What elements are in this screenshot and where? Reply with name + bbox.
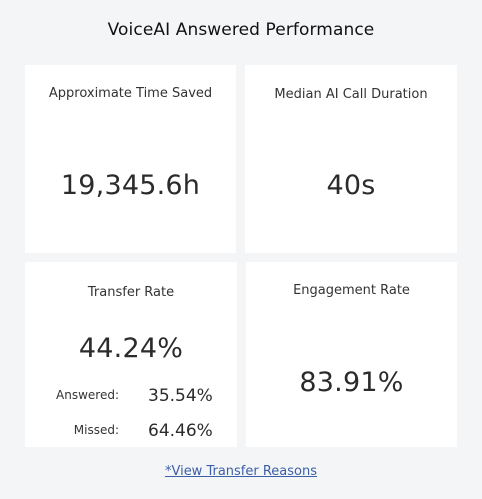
engagement-rate-value: 83.91% xyxy=(299,367,404,398)
transfer-rate-label: Transfer Rate xyxy=(87,285,175,300)
time-saved-card: Approximate Time Saved 19,345.6h xyxy=(25,65,236,253)
median-duration-card: Median AI Call Duration 40s xyxy=(245,65,457,253)
answered-label: Answered: xyxy=(56,388,119,402)
time-saved-label: Approximate Time Saved xyxy=(48,86,213,101)
missed-value: 64.46% xyxy=(148,421,213,441)
missed-label: Missed: xyxy=(73,423,119,437)
median-duration-value: 40s xyxy=(326,170,376,201)
median-duration-label: Median AI Call Duration xyxy=(274,87,428,102)
transfer-rate-card: Transfer Rate 44.24% Answered: 35.54% Mi… xyxy=(25,262,237,447)
view-transfer-reasons-link[interactable]: *View Transfer Reasons xyxy=(164,464,318,479)
transfer-rate-value: 44.24% xyxy=(78,333,184,364)
missed-row: Missed: 64.46% xyxy=(25,421,237,441)
engagement-rate-label: Engagement Rate xyxy=(293,283,410,298)
engagement-rate-card: Engagement Rate 83.91% xyxy=(246,262,457,447)
answered-value: 35.54% xyxy=(148,386,213,406)
dashboard-title: VoiceAI Answered Performance xyxy=(107,20,375,40)
answered-row: Answered: 35.54% xyxy=(25,386,237,406)
time-saved-value: 19,345.6h xyxy=(60,170,201,201)
